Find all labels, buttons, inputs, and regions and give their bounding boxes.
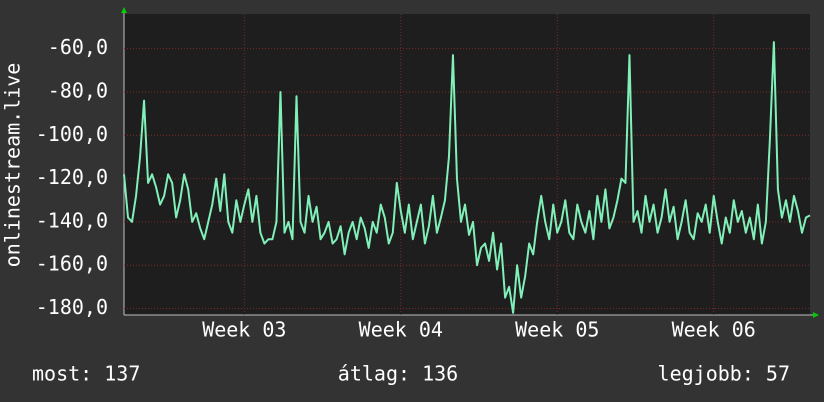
y-tick-label: -160,0 xyxy=(36,252,108,276)
y-tick-label: -80,0 xyxy=(48,78,108,102)
x-tick-label: Week 03 xyxy=(202,318,286,342)
y-axis-arrow xyxy=(121,7,127,13)
y-axis-label: onlinestream.live xyxy=(1,63,25,268)
x-tick-label: Week 04 xyxy=(359,318,443,342)
footer-current: most: 137 xyxy=(32,362,140,386)
y-tick-label: -140,0 xyxy=(36,208,108,232)
plot-area xyxy=(124,14,810,315)
y-tick-label: -100,0 xyxy=(36,122,108,146)
y-tick-label: -120,0 xyxy=(36,165,108,189)
x-tick-label: Week 06 xyxy=(672,318,756,342)
x-axis-arrow xyxy=(813,312,819,318)
x-tick-label: Week 05 xyxy=(515,318,599,342)
data-line xyxy=(123,41,811,314)
footer-best: legjobb: 57 xyxy=(658,362,790,386)
footer-average: átlag: 136 xyxy=(338,362,458,386)
y-tick-label: -60,0 xyxy=(48,35,108,59)
y-tick-label: -180,0 xyxy=(36,295,108,319)
